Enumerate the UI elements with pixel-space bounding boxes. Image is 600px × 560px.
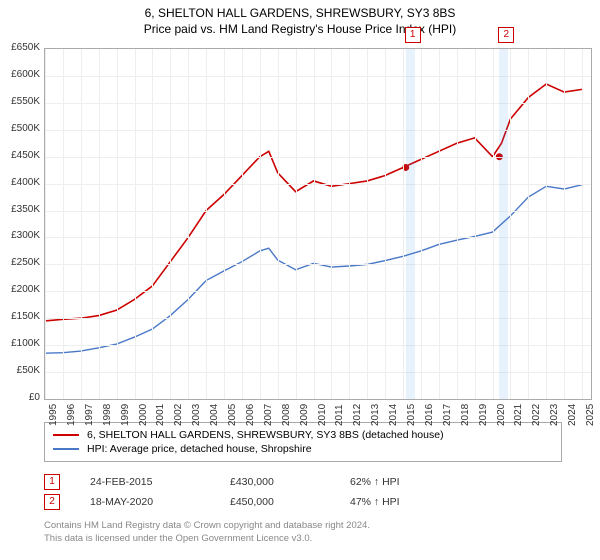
xtick-label: 1996 <box>66 404 77 426</box>
xtick-label: 2019 <box>478 404 489 426</box>
event-date: 24-FEB-2015 <box>90 476 200 488</box>
xtick-label: 2009 <box>299 404 310 426</box>
ytick-label: £250K <box>2 257 40 268</box>
xtick-label: 1997 <box>84 404 95 426</box>
legend-swatch <box>53 434 79 436</box>
ytick-label: £0 <box>2 392 40 403</box>
xtick-label: 2021 <box>513 404 524 426</box>
ytick-label: £600K <box>2 69 40 80</box>
footer-line1: Contains HM Land Registry data © Crown c… <box>44 520 370 533</box>
event-marker-num: 2 <box>498 27 514 43</box>
legend-row: 6, SHELTON HALL GARDENS, SHREWSBURY, SY3… <box>53 428 553 442</box>
ytick-label: £450K <box>2 150 40 161</box>
event-band <box>406 49 415 399</box>
chart-title: 6, SHELTON HALL GARDENS, SHREWSBURY, SY3… <box>0 0 600 20</box>
event-row: 1 24-FEB-2015 £430,000 62% ↑ HPI <box>44 472 400 492</box>
xtick-label: 2017 <box>442 404 453 426</box>
ytick-label: £50K <box>2 365 40 376</box>
ytick-label: £100K <box>2 338 40 349</box>
xtick-label: 2006 <box>245 404 256 426</box>
xtick-label: 2001 <box>155 404 166 426</box>
xtick-label: 1999 <box>120 404 131 426</box>
event-band <box>499 49 508 399</box>
legend-row: HPI: Average price, detached house, Shro… <box>53 442 553 456</box>
event-num: 2 <box>44 494 60 510</box>
event-date: 18-MAY-2020 <box>90 496 200 508</box>
footer-note: Contains HM Land Registry data © Crown c… <box>44 520 370 546</box>
xtick-label: 1998 <box>102 404 113 426</box>
plot-area: 12 <box>44 48 592 400</box>
event-price: £450,000 <box>230 496 320 508</box>
legend-label: HPI: Average price, detached house, Shro… <box>87 443 312 455</box>
xtick-label: 2002 <box>173 404 184 426</box>
legend: 6, SHELTON HALL GARDENS, SHREWSBURY, SY3… <box>44 422 562 462</box>
xtick-label: 2007 <box>263 404 274 426</box>
xtick-label: 2018 <box>460 404 471 426</box>
xtick-label: 2022 <box>531 404 542 426</box>
ytick-label: £500K <box>2 123 40 134</box>
ytick-label: £300K <box>2 230 40 241</box>
xtick-label: 2005 <box>227 404 238 426</box>
xtick-label: 2014 <box>388 404 399 426</box>
event-delta: 62% ↑ HPI <box>350 476 400 488</box>
event-num: 1 <box>44 474 60 490</box>
ytick-label: £350K <box>2 204 40 215</box>
legend-swatch <box>53 448 79 450</box>
event-row: 2 18-MAY-2020 £450,000 47% ↑ HPI <box>44 492 400 512</box>
event-price: £430,000 <box>230 476 320 488</box>
ytick-label: £150K <box>2 311 40 322</box>
xtick-label: 1995 <box>48 404 59 426</box>
ytick-label: £550K <box>2 96 40 107</box>
xtick-label: 2012 <box>352 404 363 426</box>
xtick-label: 2003 <box>191 404 202 426</box>
xtick-label: 2024 <box>567 404 578 426</box>
xtick-label: 2010 <box>317 404 328 426</box>
ytick-label: £400K <box>2 177 40 188</box>
xtick-label: 2015 <box>406 404 417 426</box>
legend-label: 6, SHELTON HALL GARDENS, SHREWSBURY, SY3… <box>87 429 444 441</box>
xtick-label: 2000 <box>138 404 149 426</box>
event-delta: 47% ↑ HPI <box>350 496 400 508</box>
xtick-label: 2008 <box>281 404 292 426</box>
footer-line2: This data is licensed under the Open Gov… <box>44 533 370 546</box>
event-marker-num: 1 <box>405 27 421 43</box>
xtick-label: 2025 <box>585 404 596 426</box>
xtick-label: 2020 <box>496 404 507 426</box>
xtick-label: 2011 <box>334 404 345 426</box>
events-table: 1 24-FEB-2015 £430,000 62% ↑ HPI 2 18-MAY-202… <box>44 472 400 512</box>
chart-svg <box>45 49 591 399</box>
xtick-label: 2004 <box>209 404 220 426</box>
xtick-label: 2016 <box>424 404 435 426</box>
ytick-label: £200K <box>2 284 40 295</box>
xtick-label: 2023 <box>549 404 560 426</box>
ytick-label: £650K <box>2 42 40 53</box>
xtick-label: 2013 <box>370 404 381 426</box>
